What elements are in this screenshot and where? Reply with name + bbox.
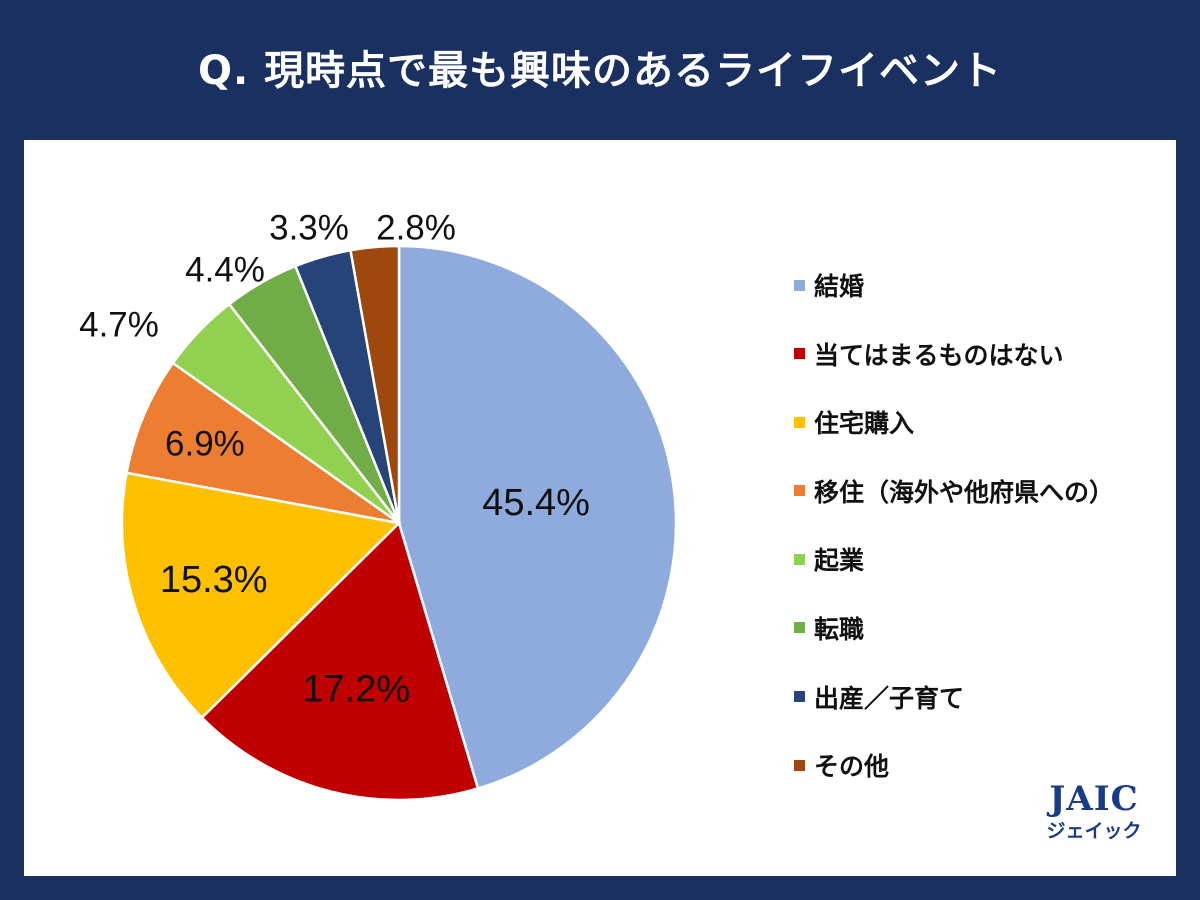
legend-item-3: 住宅購入 xyxy=(794,405,1114,439)
legend-label-3: 住宅購入 xyxy=(814,409,915,439)
legend-item-4: 移住（海外や他府県への） xyxy=(794,474,1114,508)
legend-label-6: 転職 xyxy=(814,614,865,644)
pie-slice-2 xyxy=(200,520,480,802)
pie-data-label-6: 4.4% xyxy=(185,251,265,290)
page-title: Q. 現時点で最も興味のあるライフイベント xyxy=(197,48,1003,94)
legend-label-4: 移住（海外や他府県への） xyxy=(814,477,1115,507)
legend-label-7: 出産／子育て xyxy=(814,683,965,713)
legend-swatch-4 xyxy=(794,485,805,497)
pie-data-label-4: 6.9% xyxy=(165,425,245,464)
legend-swatch-5 xyxy=(794,553,805,565)
legend-label-1: 結婚 xyxy=(814,272,865,301)
pie-data-label-3: 15.3% xyxy=(160,559,268,601)
pie-data-label-2: 17.2% xyxy=(302,668,410,710)
pie-slice-8 xyxy=(349,244,401,524)
chart-legend: 結婚当てはまるものはない 住宅購入移住（海外や他府県への） 起業転職出産／子育て その… xyxy=(794,268,1114,817)
legend-swatch-8 xyxy=(794,759,805,771)
pie-data-label-8: 2.8% xyxy=(376,209,456,248)
legend-item-2: 当てはまるものはない xyxy=(794,337,1114,371)
chart-panel: 45.4% 17.2% 15.3% 6.9% 4.7% 4.4% 3.3% 2.8% 結婚当て… xyxy=(24,140,1176,876)
pie-data-label-1: 45.4% xyxy=(482,482,590,524)
legend-label-5: 起業 xyxy=(814,546,865,576)
legend-swatch-7 xyxy=(794,691,805,703)
pie-chart: 45.4% 17.2% 15.3% 6.9% 4.7% 4.4%3.3% 2.8% xyxy=(79,209,678,802)
legend-item-6: 転職 xyxy=(794,611,1114,645)
legend-swatch-6 xyxy=(794,622,805,634)
legend-swatch-2 xyxy=(794,348,805,360)
legend-label-2: 当てはまるものはない xyxy=(814,340,1064,370)
pie-slice-1 xyxy=(397,244,678,791)
logo-mark: JAIC xyxy=(1049,779,1139,819)
logo-kana: ジェイック xyxy=(1046,820,1142,842)
jaic-logo: JAIC ジェイック xyxy=(1024,780,1164,844)
legend-item-1: 結婚 xyxy=(794,268,1114,302)
legend-swatch-3 xyxy=(794,416,805,428)
pie-data-label-7: 3.3% xyxy=(269,209,349,248)
pie-data-label-5: 4.7% xyxy=(79,306,159,345)
legend-item-5: 起業 xyxy=(794,542,1114,576)
pie-slice-4 xyxy=(125,361,400,525)
legend-label-8: その他 xyxy=(814,752,890,782)
pie-slice-3 xyxy=(120,471,402,720)
legend-item-7: 出産／子育て xyxy=(794,680,1114,714)
legend-item-8: その他 xyxy=(794,748,1114,782)
legend-swatch-1 xyxy=(794,279,805,291)
